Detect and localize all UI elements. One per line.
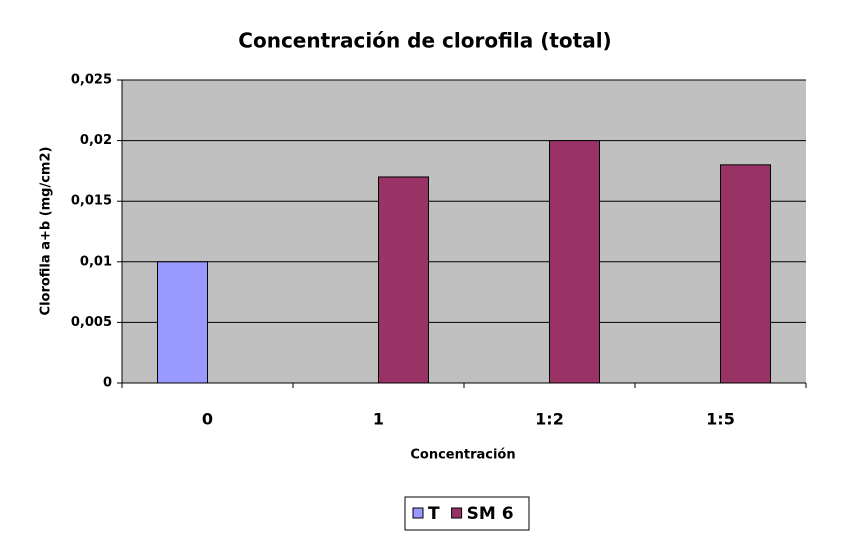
x-tick-label: 1:2 bbox=[535, 410, 564, 429]
legend-label: SM 6 bbox=[467, 504, 514, 524]
x-tick-label: 1 bbox=[373, 410, 384, 429]
plot-area bbox=[122, 80, 806, 383]
legend-label: T bbox=[428, 504, 440, 524]
bar bbox=[720, 164, 771, 384]
legend-box bbox=[404, 496, 530, 531]
x-axis-label: Concentración bbox=[410, 448, 515, 463]
legend-swatch bbox=[412, 507, 424, 519]
x-tick-label: 1:5 bbox=[706, 410, 735, 429]
y-tick-label: 0,015 bbox=[71, 194, 112, 209]
bar bbox=[157, 261, 208, 384]
y-tick-label: 0,025 bbox=[71, 73, 112, 88]
legend-swatch bbox=[451, 507, 463, 519]
bar bbox=[378, 176, 429, 384]
y-tick-label: 0,02 bbox=[80, 133, 112, 148]
y-tick-label: 0,01 bbox=[80, 254, 112, 269]
y-tick-label: 0,005 bbox=[71, 315, 112, 330]
y-tick-label: 0 bbox=[103, 376, 112, 391]
bar bbox=[549, 140, 600, 384]
x-tick-label: 0 bbox=[202, 410, 213, 429]
chart-title: Concentración de clorofila (total) bbox=[238, 29, 611, 53]
y-axis-label: Clorofila a+b (mg/cm2) bbox=[39, 147, 54, 316]
